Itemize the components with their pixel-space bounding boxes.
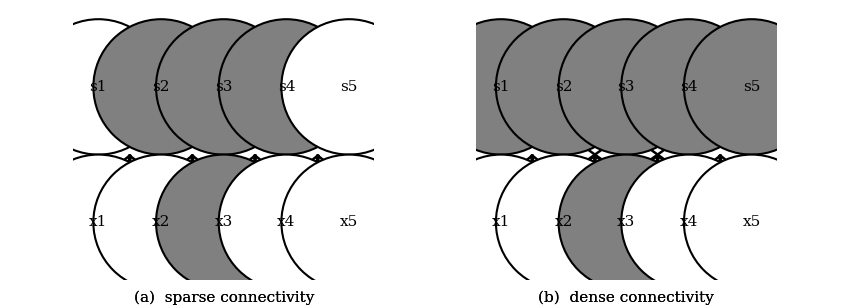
Circle shape [684,19,819,155]
Circle shape [281,155,416,290]
Circle shape [558,19,694,155]
Circle shape [684,155,819,290]
Text: s4: s4 [680,80,698,94]
Circle shape [434,19,569,155]
Text: s1: s1 [492,80,510,94]
Circle shape [218,155,354,290]
Circle shape [434,155,569,290]
Circle shape [94,155,229,290]
Circle shape [94,19,229,155]
Text: x2: x2 [152,215,170,229]
Text: s5: s5 [743,80,761,94]
Circle shape [558,155,694,290]
Circle shape [621,155,756,290]
Text: s1: s1 [89,80,107,94]
Text: (a)  sparse connectivity: (a) sparse connectivity [133,291,314,305]
Text: s2: s2 [555,80,572,94]
Text: x2: x2 [554,215,573,229]
Text: x3: x3 [214,215,233,229]
Circle shape [496,19,632,155]
Circle shape [156,155,292,290]
Text: s4: s4 [278,80,295,94]
Text: x1: x1 [89,215,108,229]
Text: (b)  dense connectivity: (b) dense connectivity [538,291,714,305]
Text: s3: s3 [618,80,635,94]
Text: x5: x5 [340,215,358,229]
Circle shape [621,19,756,155]
Circle shape [31,155,166,290]
Text: s5: s5 [340,80,358,94]
Text: x4: x4 [680,215,698,229]
Circle shape [218,19,354,155]
Text: s2: s2 [152,80,170,94]
Circle shape [31,19,166,155]
Text: x3: x3 [617,215,636,229]
Text: x4: x4 [277,215,296,229]
Text: (a)  sparse connectivity: (a) sparse connectivity [133,291,314,305]
Text: s3: s3 [215,80,232,94]
Circle shape [156,19,292,155]
Text: (b)  dense connectivity: (b) dense connectivity [538,291,714,305]
Circle shape [281,19,416,155]
Text: x5: x5 [743,215,761,229]
Text: x1: x1 [492,215,510,229]
Circle shape [496,155,632,290]
